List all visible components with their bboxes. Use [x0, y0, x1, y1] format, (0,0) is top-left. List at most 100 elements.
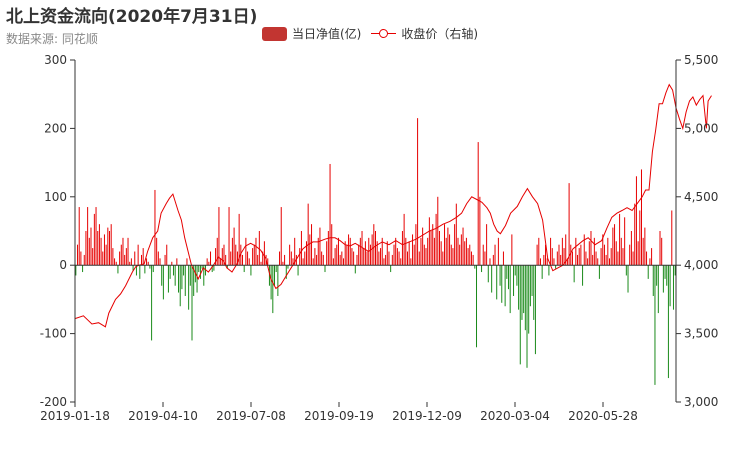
- bar: [529, 265, 531, 307]
- bar: [103, 234, 105, 266]
- bar: [196, 265, 198, 293]
- bar: [183, 265, 185, 276]
- bar: [570, 244, 572, 266]
- bar: [225, 254, 227, 266]
- bar: [417, 118, 419, 266]
- axes: 300 200 100 0 -100 -200 5,500 5,000 4,500 4,000 3,…: [40, 53, 719, 423]
- bar: [534, 265, 536, 355]
- bar: [218, 207, 220, 266]
- bar: [353, 251, 355, 266]
- bar: [294, 237, 296, 266]
- bar: [664, 265, 666, 279]
- bar: [354, 265, 356, 274]
- bar: [603, 244, 605, 266]
- bar: [171, 261, 173, 266]
- bar: [418, 251, 420, 266]
- bar: [147, 261, 149, 266]
- bar: [538, 237, 540, 266]
- bar: [240, 244, 242, 266]
- bar: [551, 248, 553, 266]
- bar: [311, 224, 313, 266]
- legend-bar-swatch: [262, 26, 287, 41]
- bar: [304, 251, 306, 266]
- bar: [127, 237, 129, 266]
- bar: [406, 251, 408, 266]
- bar: [444, 224, 446, 266]
- bar: [260, 261, 262, 266]
- x-tick-label: 2019-12-09: [392, 409, 462, 423]
- bar: [479, 196, 481, 266]
- bar: [210, 251, 212, 266]
- bar: [524, 265, 526, 331]
- bar: [543, 254, 545, 266]
- bar: [465, 237, 467, 266]
- bar: [546, 258, 548, 266]
- bar: [98, 224, 100, 266]
- bar: [206, 258, 208, 266]
- bar: [119, 251, 121, 266]
- bar: [287, 265, 289, 269]
- bar: [159, 258, 161, 266]
- bar: [331, 224, 333, 266]
- bar: [149, 265, 151, 269]
- bar: [610, 248, 612, 266]
- bar: [506, 265, 508, 279]
- bar: [363, 248, 365, 266]
- bar: [462, 227, 464, 266]
- bar: [309, 234, 311, 266]
- bar: [539, 258, 541, 266]
- bar: [327, 231, 329, 266]
- bar: [536, 244, 538, 266]
- bar: [275, 265, 277, 273]
- bar: [445, 237, 447, 266]
- bar: [114, 258, 116, 266]
- bar: [215, 248, 217, 266]
- bar: [231, 237, 233, 266]
- bar: [285, 265, 287, 279]
- y-right-tick-label: 4,000: [684, 258, 718, 272]
- bar: [593, 237, 595, 266]
- bar: [571, 251, 573, 266]
- legend-item-close[interactable]: 收盘价（右轴): [371, 25, 478, 42]
- bar: [380, 248, 382, 266]
- y-right-tick-label: 3,500: [684, 327, 718, 341]
- bar: [509, 265, 511, 314]
- bar: [201, 265, 203, 269]
- bar: [583, 234, 585, 266]
- bar: [662, 265, 664, 293]
- bar: [415, 224, 417, 266]
- bar: [290, 251, 292, 266]
- bar: [321, 251, 323, 266]
- bar: [152, 265, 154, 273]
- bar: [422, 227, 424, 266]
- bar: [433, 237, 435, 266]
- bar: [518, 265, 520, 310]
- bar: [230, 251, 232, 266]
- bar: [646, 251, 648, 266]
- legend-item-net-flow[interactable]: 当日净值(亿): [262, 25, 361, 42]
- bar: [469, 244, 471, 266]
- bar: [617, 251, 619, 266]
- bar: [341, 251, 343, 266]
- bar: [486, 224, 488, 266]
- bar: [317, 237, 319, 266]
- bar: [162, 265, 164, 300]
- bar: [307, 203, 309, 266]
- bar: [154, 189, 156, 266]
- bar: [235, 244, 237, 266]
- bar: [280, 207, 282, 266]
- bar: [627, 265, 629, 293]
- bar: [605, 254, 607, 266]
- bar: [582, 265, 584, 286]
- bar: [620, 237, 622, 266]
- bar: [592, 254, 594, 266]
- bar: [598, 265, 600, 279]
- bar: [157, 251, 159, 266]
- bar: [435, 213, 437, 266]
- bar: [243, 265, 245, 273]
- bar: [193, 265, 195, 296]
- bar: [607, 237, 609, 266]
- bar-series: [75, 118, 676, 385]
- bar: [82, 265, 84, 273]
- bar: [587, 258, 589, 266]
